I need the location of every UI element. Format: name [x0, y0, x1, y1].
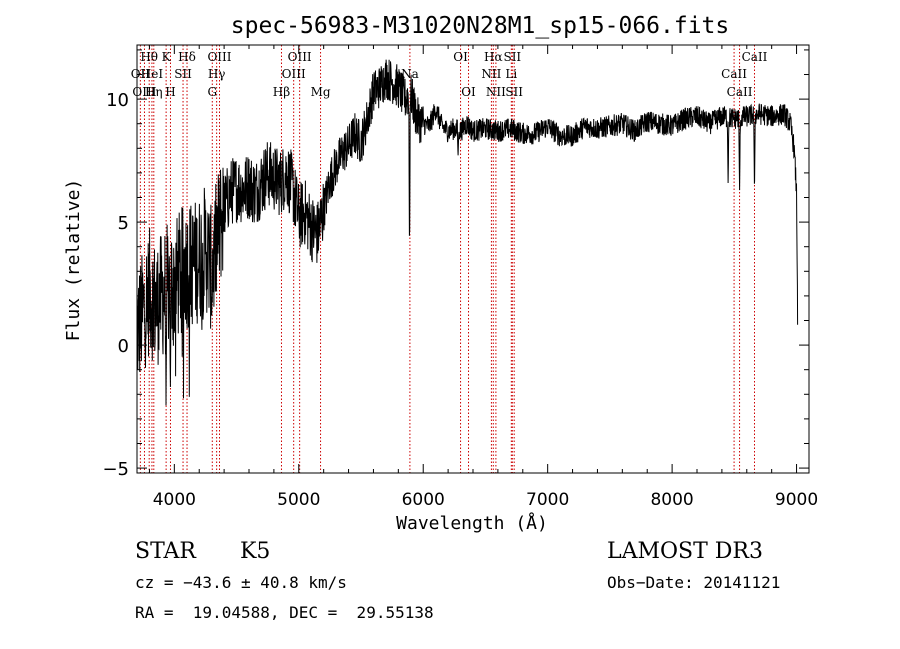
line-marker-label: CaII [727, 85, 753, 99]
line-marker-label: K [162, 50, 172, 64]
x-tick-label: 4000 [153, 490, 196, 510]
line-marker-label: OIII [288, 50, 312, 64]
x-tick-label: 6000 [402, 490, 445, 510]
line-marker-label: SII [505, 85, 523, 99]
obs-date-text: Obs−Date: 20141121 [607, 573, 781, 592]
line-marker-label: H [165, 85, 175, 99]
line-marker-label: CaII [721, 67, 747, 81]
line-marker-label: Mg [311, 85, 331, 99]
coordinates-text: RA = 19.04588, DEC = 29.55138 [135, 603, 434, 622]
line-marker-label: OII [131, 67, 151, 81]
line-marker-label: Hη [145, 85, 163, 99]
line-marker-label: NII [481, 67, 501, 81]
x-tick-label: 9000 [775, 490, 818, 510]
x-tick-label: 7000 [526, 490, 569, 510]
line-marker-label: Hβ [273, 85, 290, 99]
line-marker-label: HeI [141, 67, 164, 81]
redshift-text: cz = −43.6 ± 40.8 km/s [135, 573, 347, 592]
survey-label: LAMOST DR3 [607, 539, 763, 564]
line-marker-label: CaII [742, 50, 768, 64]
spectrum-line [136, 59, 799, 406]
y-tick-label: 10 [106, 90, 129, 111]
object-class: STAR [135, 539, 196, 564]
line-marker-label: OI [461, 85, 476, 99]
y-tick-label: 5 [118, 213, 129, 234]
line-marker-label: OIII [282, 67, 306, 81]
y-axis-label: Flux (relative) [63, 179, 84, 342]
object-subclass: K5 [240, 539, 271, 564]
line-marker-label: SII [174, 67, 192, 81]
line-marker-label: NII [486, 85, 506, 99]
line-marker-label: Na [401, 67, 419, 81]
line-marker-label: OIII [132, 85, 156, 99]
line-marker-label: OIII [207, 50, 231, 64]
line-marker-label: Hγ [208, 67, 226, 81]
y-tick-label: 0 [118, 336, 129, 357]
y-axis-ticks: −5 0 5 10 [102, 49, 809, 480]
y-tick-label: −5 [102, 459, 129, 480]
x-axis-label: Wavelength (Å) [396, 512, 548, 534]
line-marker-label: Hα [484, 50, 503, 64]
line-markers [139, 45, 755, 473]
line-marker-label: Hθ [140, 50, 158, 64]
line-marker-label: G [207, 85, 217, 99]
line-marker-label: Li [505, 67, 517, 81]
x-tick-label: 5000 [277, 490, 320, 510]
x-tick-label: 8000 [650, 490, 693, 510]
line-marker-label: SII [503, 50, 521, 64]
plot-frame [136, 44, 810, 474]
line-marker-label: OI [453, 50, 468, 64]
x-axis-ticks: 4000 5000 6000 7000 8000 9000 [148, 45, 818, 510]
line-marker-label: Hδ [178, 50, 196, 64]
chart-title: spec-56983-M31020N28M1_sp15-066.fits [231, 13, 730, 39]
spectrum-series [136, 59, 799, 406]
